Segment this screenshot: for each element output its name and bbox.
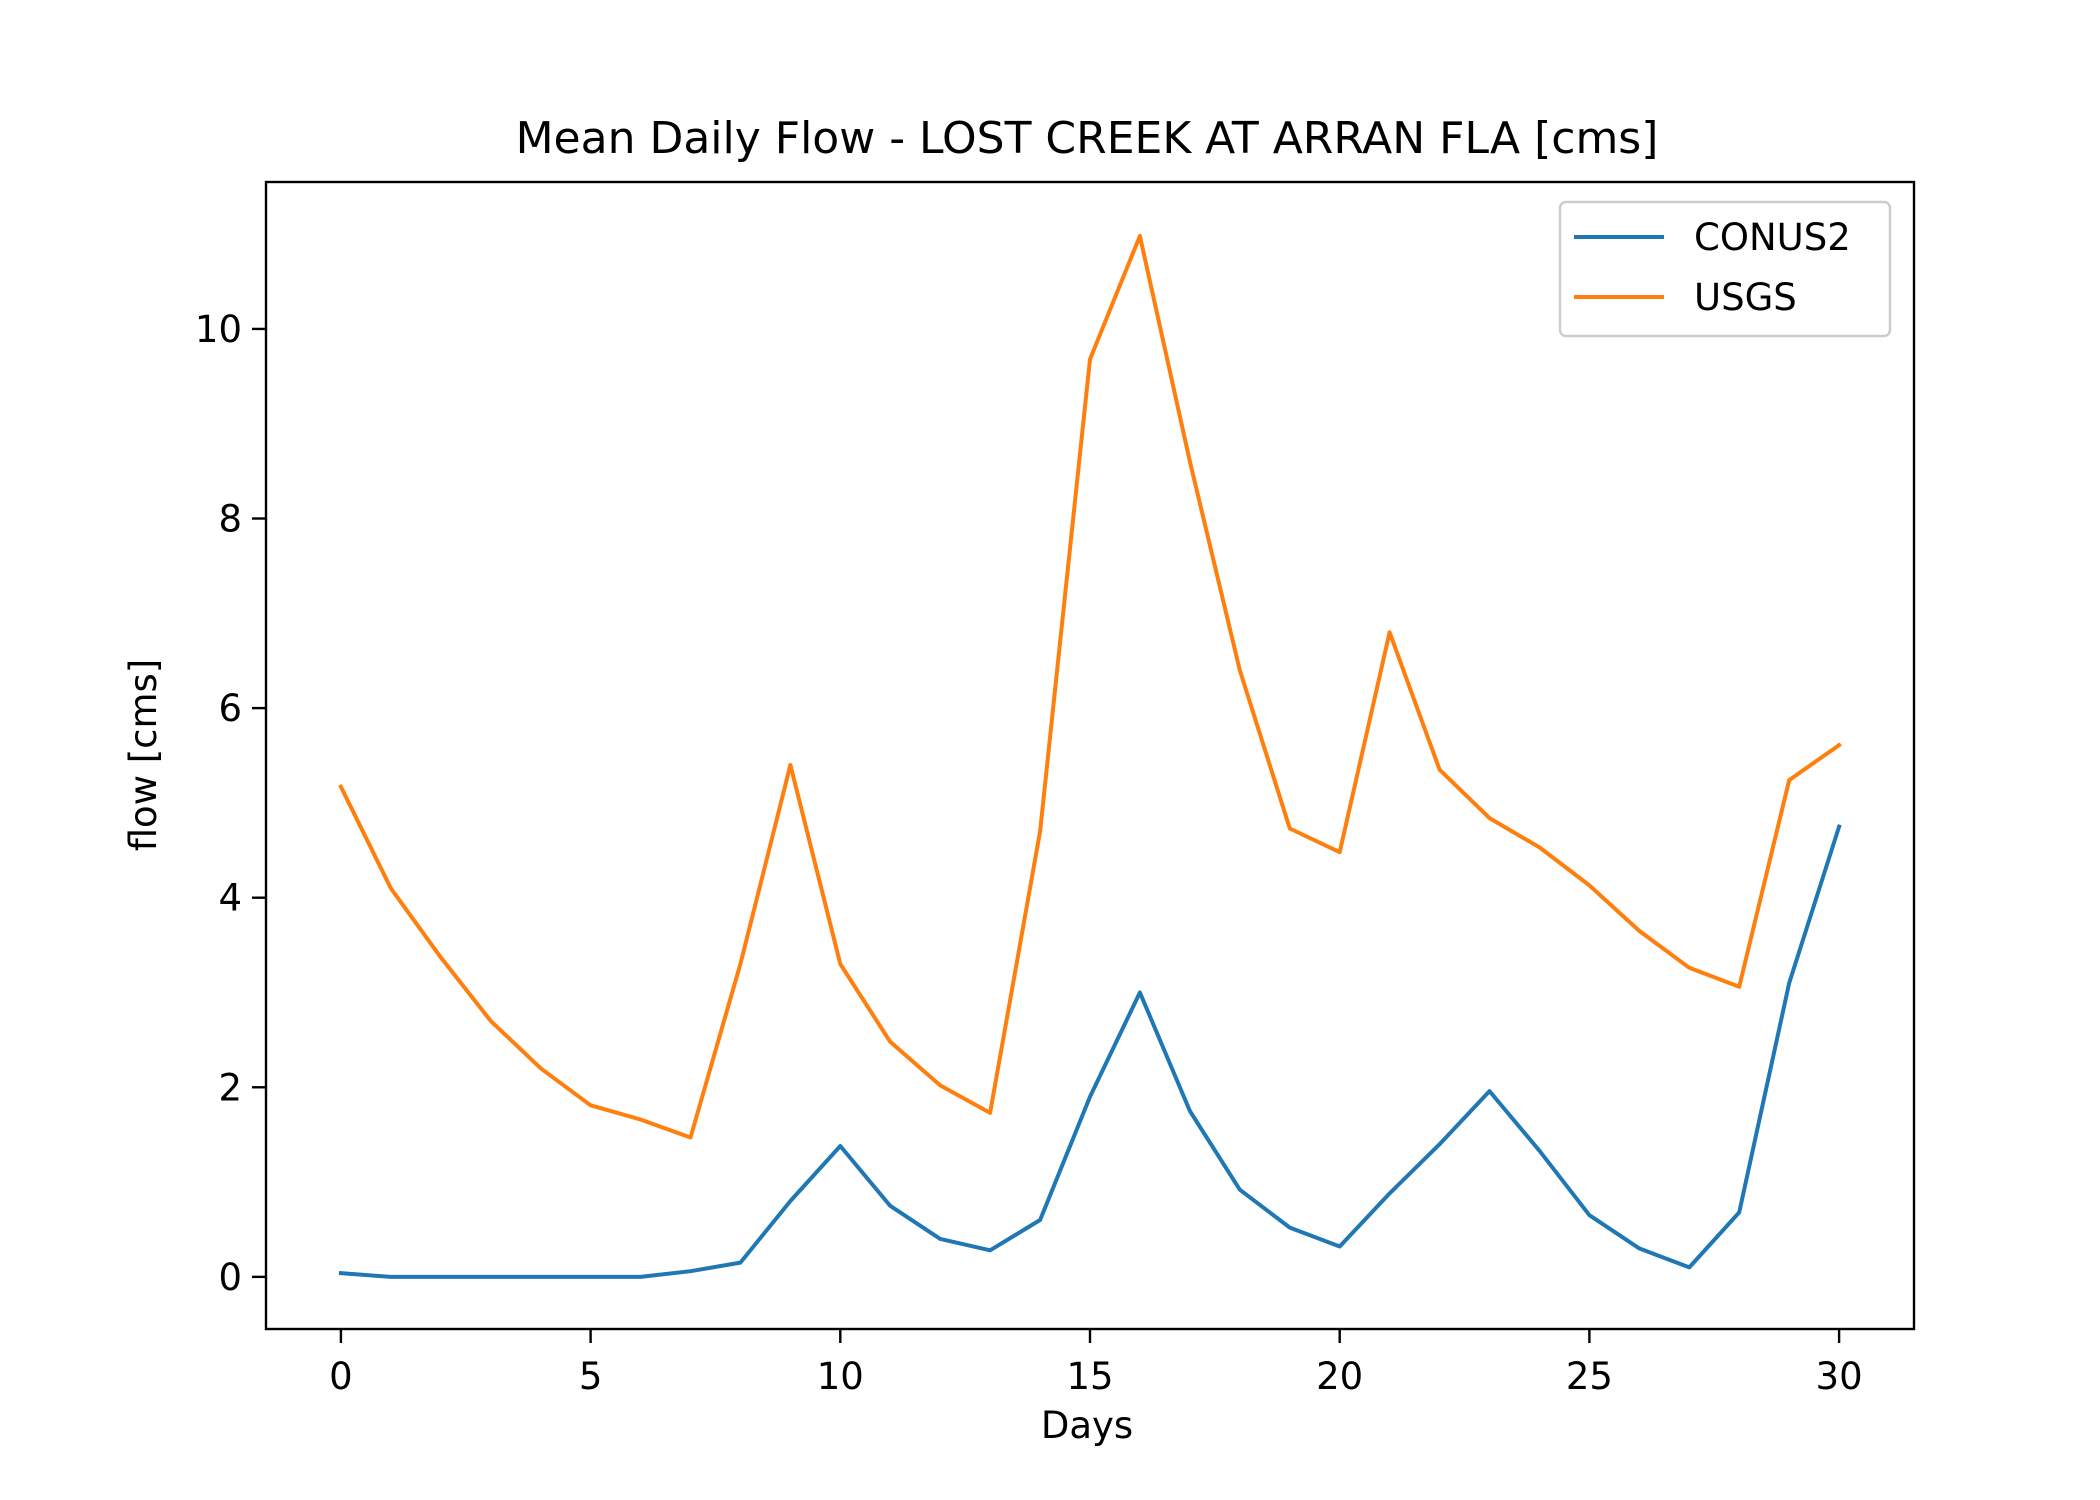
y-tick-label: 10 [195,308,242,351]
legend-label-conus2: CONUS2 [1694,216,1851,259]
series-line-usgs [338,234,1842,1140]
x-tick-label: 25 [1566,1355,1613,1398]
y-tick-label: 8 [218,498,242,541]
chart-title: Mean Daily Flow - LOST CREEK AT ARRAN FL… [516,113,1659,164]
x-tick-label: 15 [1066,1355,1113,1398]
x-axis-ticks: 0 5 10 15 20 25 30 [329,1329,1863,1398]
y-tick-label: 0 [218,1256,242,1299]
x-tick-label: 20 [1316,1355,1363,1398]
y-tick-label: 4 [218,877,242,920]
x-tick-label: 0 [329,1355,353,1398]
y-axis-label: flow [cms] [122,659,165,852]
legend: CONUS2 USGS [1558,200,1892,338]
series-line-conus2 [338,824,1842,1279]
plot-lines [338,234,1842,1279]
y-axis-ticks: 0 2 4 6 8 10 [195,308,266,1299]
x-tick-label: 30 [1816,1355,1863,1398]
legend-label-usgs: USGS [1694,276,1797,319]
x-axis-label: Days [1041,1404,1133,1447]
y-tick-label: 2 [218,1066,242,1109]
y-tick-label: 6 [218,687,242,730]
x-tick-label: 5 [579,1355,603,1398]
x-tick-label: 10 [817,1355,864,1398]
